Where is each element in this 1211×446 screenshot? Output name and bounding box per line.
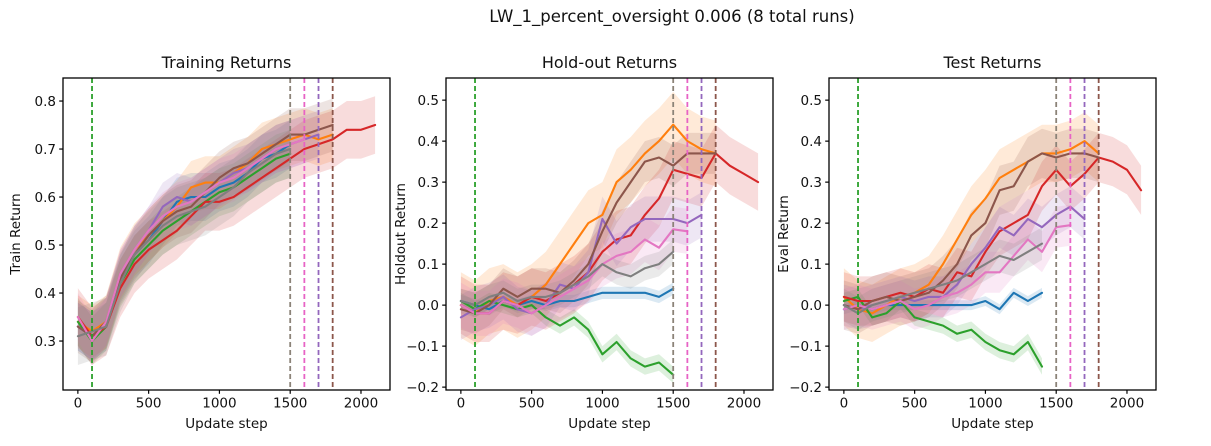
plot-border — [445, 77, 774, 391]
chart-title-test: Test Returns — [943, 53, 1042, 72]
x-tick-label: 500 — [902, 396, 928, 412]
y-tick-label: 0.2 — [801, 216, 822, 232]
x-axis-label-holdout: Update step — [568, 416, 651, 432]
x-tick-label: 1500 — [656, 396, 690, 412]
band-run-orange — [77, 108, 333, 358]
band-run-pink — [460, 206, 688, 336]
y-tick-label: −0.2 — [406, 380, 439, 396]
y-tick-label: 0.4 — [801, 134, 822, 150]
x-axis-label-training: Update step — [185, 416, 268, 432]
line-run-red — [76, 123, 377, 338]
y-tick-label: 0.0 — [418, 298, 439, 314]
line-run-pink — [842, 224, 1072, 311]
y-tick-label: −0.2 — [789, 380, 822, 396]
y-tick-label: 0.2 — [418, 216, 439, 232]
band-run-green — [843, 288, 1042, 375]
y-tick-label: 0.8 — [35, 94, 56, 110]
plot-area-2 — [842, 78, 1143, 390]
y-tick-label: 0.0 — [801, 298, 822, 314]
line-run-green — [842, 295, 1044, 368]
y-tick-label: 0.4 — [418, 134, 439, 150]
line-run-gray — [459, 250, 675, 307]
band-run-green — [460, 292, 674, 383]
plot-border — [62, 77, 391, 391]
band-run-orange — [460, 91, 716, 347]
x-tick-label: 2000 — [727, 396, 761, 412]
chart-title-holdout: Hold-out Returns — [541, 53, 678, 72]
line-run-gray — [842, 242, 1044, 315]
plot-area-1 — [459, 78, 760, 390]
line-run-brown — [842, 152, 1100, 311]
y-tick-label: 0.5 — [35, 238, 56, 254]
y-axis-label-holdout: Holdout Return — [393, 183, 409, 285]
y-tick-label: −0.1 — [789, 339, 822, 355]
figure-suptitle: LW_1_percent_oversight 0.006 (8 total ru… — [489, 7, 855, 26]
y-tick-label: 0.4 — [35, 286, 56, 302]
y-tick-label: 0.1 — [801, 257, 822, 273]
y-tick-label: 0.7 — [35, 142, 56, 158]
y-tick-label: 0.5 — [801, 93, 822, 109]
band-run-green — [77, 129, 291, 365]
y-tick-label: −0.1 — [406, 339, 439, 355]
x-tick-label: 1000 — [968, 396, 1002, 412]
y-tick-label: 0.1 — [418, 257, 439, 273]
y-axis-label-training: Train Return — [8, 193, 24, 275]
line-run-brown — [459, 152, 717, 315]
line-run-pink — [459, 228, 689, 315]
band-run-orange — [843, 112, 1099, 343]
x-tick-label: 2000 — [344, 396, 378, 412]
x-tick-label: 0 — [457, 396, 466, 412]
x-axis-label-test: Update step — [951, 416, 1034, 432]
x-tick-label: 1500 — [1039, 396, 1073, 412]
band-run-brown — [460, 132, 716, 334]
x-tick-label: 500 — [519, 396, 545, 412]
y-tick-label: 0.6 — [35, 190, 56, 206]
x-tick-label: 1000 — [585, 396, 619, 412]
band-run-purple — [77, 110, 319, 361]
line-run-red — [842, 156, 1143, 303]
y-tick-label: 0.5 — [418, 93, 439, 109]
x-tick-label: 0 — [840, 396, 849, 412]
y-axis-label-test: Eval Return — [776, 195, 792, 273]
y-tick-label: 0.3 — [35, 334, 56, 350]
line-run-gray — [76, 147, 292, 338]
x-tick-label: 1000 — [202, 396, 236, 412]
plot-area-0 — [76, 78, 377, 390]
y-tick-label: 0.3 — [801, 175, 822, 191]
x-tick-label: 0 — [74, 396, 83, 412]
y-tick-label: 0.3 — [418, 175, 439, 191]
line-run-green — [459, 299, 675, 376]
x-tick-label: 1500 — [273, 396, 307, 412]
line-run-pink — [76, 138, 306, 343]
band-run-red — [77, 96, 376, 365]
line-run-blue — [459, 287, 675, 311]
plot-border — [828, 77, 1157, 391]
band-run-brown — [843, 128, 1099, 334]
chart-title-training: Training Returns — [161, 53, 292, 72]
x-tick-label: 500 — [136, 396, 162, 412]
x-tick-label: 2000 — [1110, 396, 1144, 412]
